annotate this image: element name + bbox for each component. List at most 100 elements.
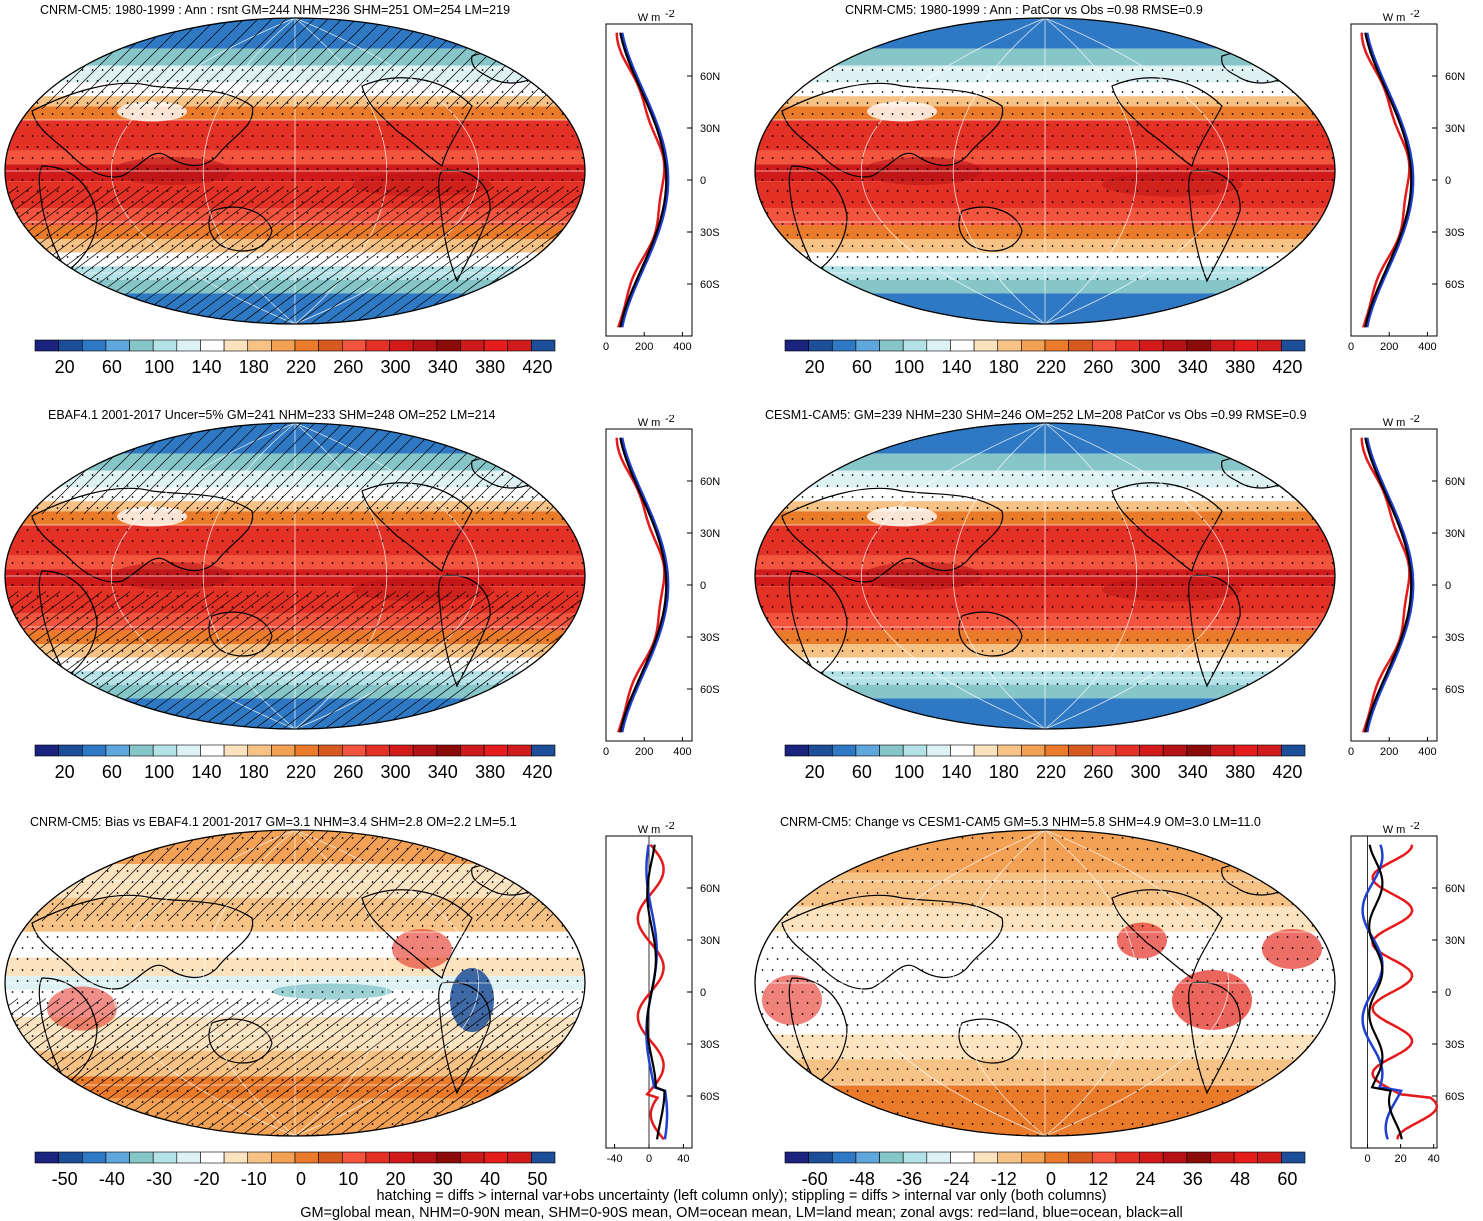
colorbar-swatch [200, 339, 225, 352]
colorbar-swatch [247, 744, 272, 757]
meridian-line [202, 18, 296, 324]
zonal-x-label: 40 [1428, 1153, 1440, 1165]
zonal-x-label: 400 [673, 746, 691, 758]
zonal-unit: W m [1383, 824, 1406, 836]
panel-title: CESM1-CAM5: GM=239 NHM=230 SHM=246 OM=25… [765, 408, 1307, 422]
zonal-unit: W m [1383, 12, 1406, 24]
zonal-lat-label: 0 [700, 580, 706, 592]
zonal-frame [605, 23, 693, 337]
continent-outline [31, 82, 254, 178]
zonal-x-label: 20 [1394, 1153, 1406, 1165]
zonal-x-label: 200 [635, 341, 653, 353]
colorbar-swatch [831, 1151, 857, 1164]
zonal-x-label: -40 [607, 1153, 623, 1165]
zonal-unit-superscript: -2 [665, 822, 675, 832]
colorbar-label: 260 [333, 357, 363, 377]
zonal-lat-label: 60N [1445, 71, 1465, 83]
colorbar-label: 420 [522, 762, 552, 782]
zonal-x-label: 400 [1418, 341, 1436, 353]
zonal-lat-label: 30N [700, 935, 720, 947]
colorbar-swatch [1021, 339, 1046, 352]
colorbar-swatch [1044, 744, 1069, 757]
meridian-line [202, 423, 296, 729]
colorbar-swatch [436, 744, 461, 757]
colorbar-label: 100 [894, 762, 924, 782]
colorbar-swatch [531, 744, 556, 757]
colorbar-swatch [483, 339, 509, 352]
zonal-frame [1350, 428, 1438, 742]
colorbar-swatch [81, 339, 107, 352]
colorbar-swatch [855, 744, 880, 757]
colorbar-swatch [152, 339, 178, 352]
map-robinson [754, 17, 1336, 325]
continent-outline [438, 169, 491, 283]
colorbar-swatch [1068, 1151, 1093, 1164]
colorbar-label: 12 [1088, 1169, 1108, 1189]
colorbar-label: 300 [381, 762, 411, 782]
zonal-mean-plot: W m -2 60N 30N 0 30S 60S 0 200 400 [1348, 10, 1465, 353]
panel-cesm: CESM1-CAM5: GM=239 NHM=230 SHM=246 OM=25… [745, 405, 1483, 785]
zonal-x-label: 0 [646, 1153, 652, 1165]
map-robinson [754, 829, 1336, 1137]
colorbar-swatch [223, 1151, 249, 1164]
panel-title: CNRM-CM5: Bias vs EBAF4.1 2001-2017 GM=3… [30, 815, 517, 829]
colorbar-swatch [1233, 744, 1259, 757]
colorbar-swatch [1115, 1151, 1140, 1164]
zonal-lat-label: 60S [1445, 1091, 1465, 1103]
colorbar-swatch [997, 744, 1022, 757]
zonal-lat-label: 0 [1445, 580, 1451, 592]
colorbar-label: 20 [55, 762, 75, 782]
continent-outline [958, 1018, 1023, 1064]
zonal-unit: W m [638, 417, 661, 429]
colorbar-label: -50 [52, 1169, 78, 1189]
meridian-line [110, 423, 296, 729]
zonal-all-curve [1364, 437, 1413, 733]
change-positive [1262, 929, 1322, 969]
colorbar-label: 60 [852, 762, 872, 782]
continent-outline [1188, 981, 1241, 1095]
zonal-lat-label: 30S [1445, 227, 1465, 239]
colorbar-label: 60 [102, 357, 122, 377]
colorbar-swatch [1210, 339, 1235, 352]
colorbar-swatch [926, 339, 951, 352]
colorbar-swatch [1139, 339, 1164, 352]
continent-outline [781, 82, 1004, 178]
zonal-ocean-curve [1361, 844, 1403, 1140]
colorbar-label: 380 [475, 762, 505, 782]
continent-outline [1188, 574, 1241, 688]
colorbar-swatch [483, 1151, 509, 1164]
continent-outline [31, 487, 254, 583]
colorbar-swatch [808, 1151, 833, 1164]
colorbar-swatch [1044, 339, 1069, 352]
colorbar-swatch [1115, 744, 1140, 757]
continent-outline [361, 77, 473, 167]
zonal-unit-superscript: -2 [665, 10, 675, 20]
map-robinson [4, 422, 586, 730]
continent-outline [208, 1018, 273, 1064]
zonal-lat-label: 60S [700, 279, 720, 291]
panel-bias: CNRM-CM5: Bias vs EBAF4.1 2001-2017 GM=3… [0, 812, 740, 1192]
desert-bright [117, 506, 187, 527]
colorbar-swatch [902, 339, 928, 352]
panel-title: CNRM-CM5: 1980-1999 : Ann : rsnt GM=244 … [40, 3, 511, 17]
panel-obs-ebaf: EBAF4.1 2001-2017 Uncer=5% GM=241 NHM=23… [0, 405, 740, 785]
stippling [761, 69, 1334, 280]
colorbar-label: 220 [1036, 762, 1066, 782]
change-positive [1172, 970, 1252, 1030]
colorbar-swatch [1281, 1151, 1306, 1164]
colorbar-label: 180 [239, 762, 269, 782]
zonal-unit-superscript: -2 [1410, 822, 1420, 832]
colorbar-label: 140 [191, 762, 221, 782]
colorbar-swatch [1186, 744, 1211, 757]
colorbar-swatch [902, 1151, 928, 1164]
map-border [754, 829, 1336, 1137]
zonal-mean-plot: W m -2 60N 30N 0 30S 60S -40 0 40 [605, 822, 720, 1165]
colorbar-swatch [412, 744, 438, 757]
colorbar-label: 48 [1230, 1169, 1250, 1189]
colorbar-label: 220 [286, 762, 316, 782]
colorbar-swatch [341, 744, 367, 757]
colorbar-swatch [950, 339, 975, 352]
panel-title: CNRM-CM5: Change vs CESM1-CAM5 GM=5.3 NH… [780, 815, 1261, 829]
colorbar-swatch [1233, 339, 1259, 352]
meridian-line [952, 423, 1046, 729]
